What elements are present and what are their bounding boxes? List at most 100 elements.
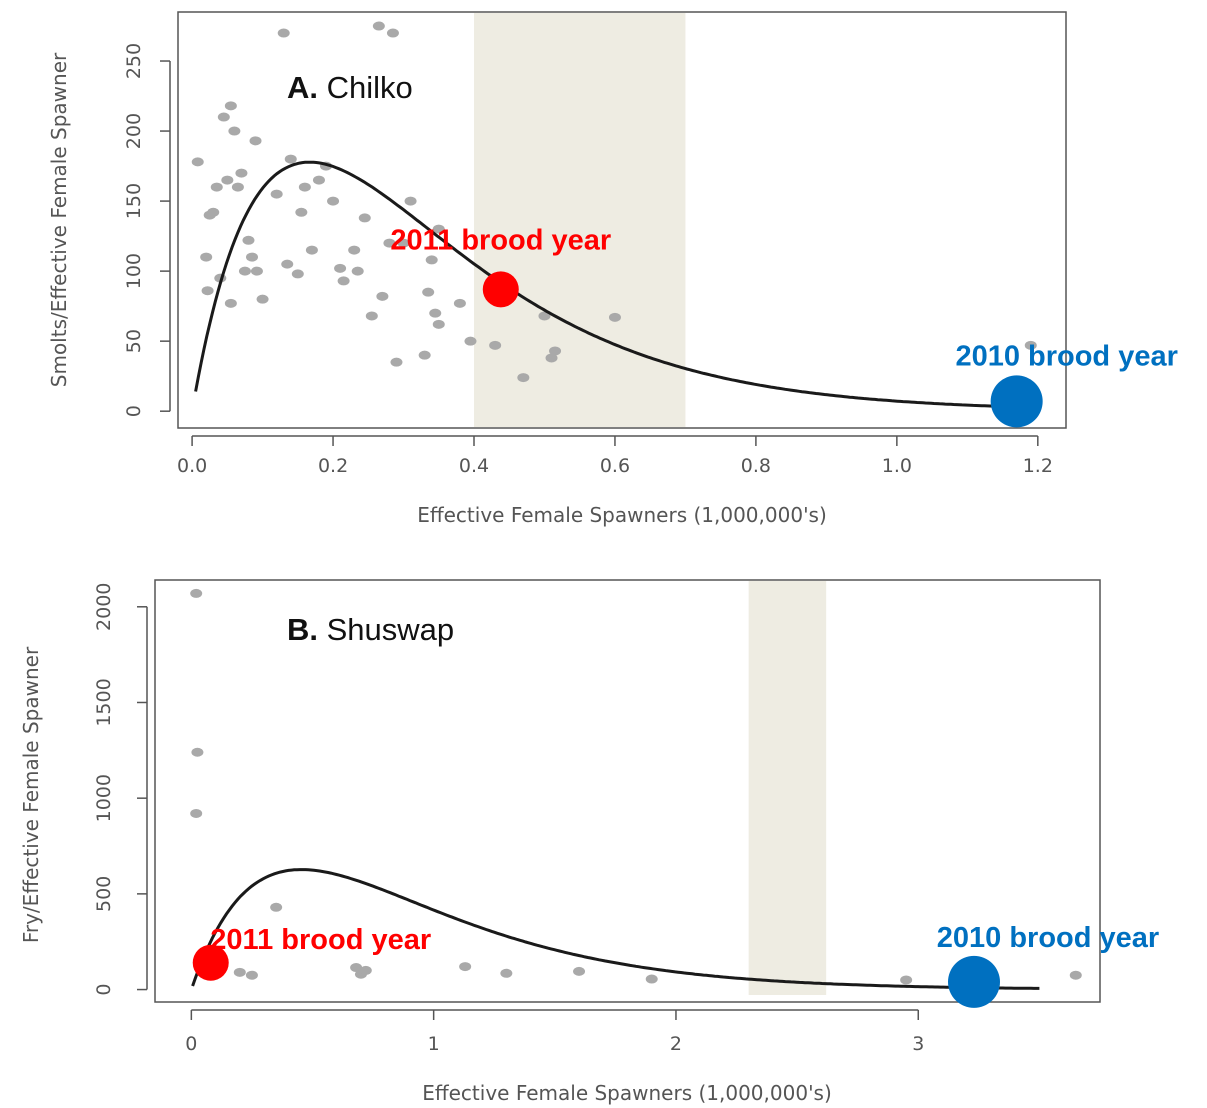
- data-point: [359, 965, 372, 975]
- data-point: [376, 291, 389, 301]
- data-point: [228, 126, 241, 136]
- x-tick-label: 1: [428, 1033, 440, 1055]
- x-tick-label: 0.6: [600, 455, 630, 477]
- data-point: [397, 238, 410, 248]
- data-point: [489, 340, 502, 350]
- y-tick-label: 250: [123, 43, 145, 79]
- data-point: [453, 298, 466, 308]
- y-tick-label: 200: [123, 113, 145, 149]
- data-point: [358, 213, 371, 223]
- data-point: [327, 196, 340, 206]
- data-point: [221, 175, 234, 185]
- x-tick-label: 0: [185, 1033, 197, 1055]
- data-point: [277, 28, 290, 38]
- data-point: [312, 175, 325, 185]
- y-tick-label: 50: [123, 329, 145, 353]
- data-point: [645, 974, 658, 984]
- data-point: [418, 350, 431, 360]
- data-point: [404, 196, 417, 206]
- data-point: [545, 353, 558, 363]
- data-point: [224, 101, 237, 111]
- chilko-panel: 0.0 0.2 0.4 0.6 0.8 1.0 1.2 0 50 100 150 200 250 A.…: [47, 11, 1178, 527]
- chilko-x-axis-label: Effective Female Spawners (1,000,000's): [417, 503, 827, 527]
- data-point: [573, 966, 586, 976]
- highlight-label-2010-brood-year: 2010 brood year: [955, 340, 1177, 372]
- data-point: [305, 245, 318, 255]
- data-point: [422, 287, 435, 297]
- data-point: [337, 276, 350, 286]
- chilko-x-axis: 0.0 0.2 0.4 0.6 0.8 1.0 1.2: [177, 435, 1053, 477]
- shuswap-x-axis-label: Effective Female Spawners (1,000,000's): [422, 1081, 832, 1105]
- shuswap-data-points: [190, 588, 1082, 985]
- x-tick-label: 0.8: [741, 455, 771, 477]
- y-tick-label: 150: [123, 183, 145, 219]
- data-point: [549, 346, 562, 356]
- chilko-plot-frame: [177, 11, 1067, 429]
- data-point: [207, 207, 220, 217]
- data-point: [270, 189, 283, 199]
- highlight-label-2010-brood-year: 2010 brood year: [937, 922, 1159, 954]
- data-point: [210, 182, 223, 192]
- data-point: [350, 963, 363, 973]
- y-tick-label: 500: [93, 876, 115, 912]
- data-point: [190, 588, 203, 598]
- data-point: [235, 168, 248, 178]
- highlight-marker-2010-brood-year: [948, 955, 1000, 1008]
- x-tick-label: 0.2: [318, 455, 348, 477]
- data-point: [432, 319, 445, 329]
- data-point: [517, 373, 530, 383]
- data-point: [200, 252, 213, 262]
- shuswap-fit-curve: [191, 868, 1040, 990]
- data-point: [250, 266, 263, 276]
- data-point: [464, 336, 477, 346]
- y-tick-label: 100: [123, 253, 145, 289]
- highlight-marker-2010-brood-year: [990, 375, 1043, 428]
- data-point: [386, 28, 399, 38]
- data-point: [334, 263, 347, 273]
- shuswap-plot-frame: [154, 579, 1101, 1003]
- data-point: [1069, 970, 1082, 980]
- y-tick-label: 0: [93, 984, 115, 996]
- data-point: [245, 970, 258, 980]
- data-point: [459, 962, 472, 972]
- highlight-marker-2011-brood-year: [482, 271, 519, 308]
- data-point: [365, 311, 378, 321]
- chilko-highlights: 2011 brood year 2010 brood year: [390, 224, 1178, 428]
- data-point: [256, 294, 269, 304]
- data-point: [284, 154, 297, 164]
- x-tick-label: 3: [912, 1033, 924, 1055]
- x-tick-label: 1.2: [1023, 455, 1053, 477]
- data-point: [383, 238, 396, 248]
- data-point: [224, 298, 237, 308]
- shuswap-shaded-band: [748, 581, 827, 995]
- chilko-shaded-band: [474, 13, 686, 427]
- chilko-y-axis-label: Smolts/Effective Female Spawner: [47, 52, 71, 387]
- shuswap-x-axis: 0 1 2 3: [185, 1009, 924, 1055]
- data-point: [190, 808, 203, 818]
- data-point: [372, 21, 385, 31]
- data-point: [233, 967, 246, 977]
- shuswap-panel: 0 1 2 3 0 500 1000 1500 2000 B. Shuswap Effecti…: [19, 579, 1159, 1105]
- data-point: [281, 259, 294, 269]
- data-point: [291, 269, 304, 279]
- x-tick-label: 2: [670, 1033, 682, 1055]
- data-point: [348, 245, 361, 255]
- data-point: [425, 255, 438, 265]
- x-tick-label: 0.4: [459, 455, 489, 477]
- data-point: [191, 747, 204, 757]
- highlight-marker-2011-brood-year: [192, 944, 229, 981]
- x-tick-label: 0.0: [177, 455, 207, 477]
- data-point: [900, 975, 913, 985]
- y-tick-label: 2000: [93, 583, 115, 631]
- shuswap-y-axis: 0 500 1000 1500 2000: [93, 583, 148, 996]
- chilko-data-points: [191, 21, 1037, 409]
- data-point: [242, 235, 255, 245]
- data-point: [295, 207, 308, 217]
- shuswap-highlights: 2011 brood year 2010 brood year: [192, 922, 1159, 1008]
- x-tick-label: 1.0: [882, 455, 912, 477]
- y-tick-label: 0: [123, 405, 145, 417]
- y-tick-label: 1000: [93, 774, 115, 822]
- data-point: [238, 266, 251, 276]
- data-point: [298, 182, 311, 192]
